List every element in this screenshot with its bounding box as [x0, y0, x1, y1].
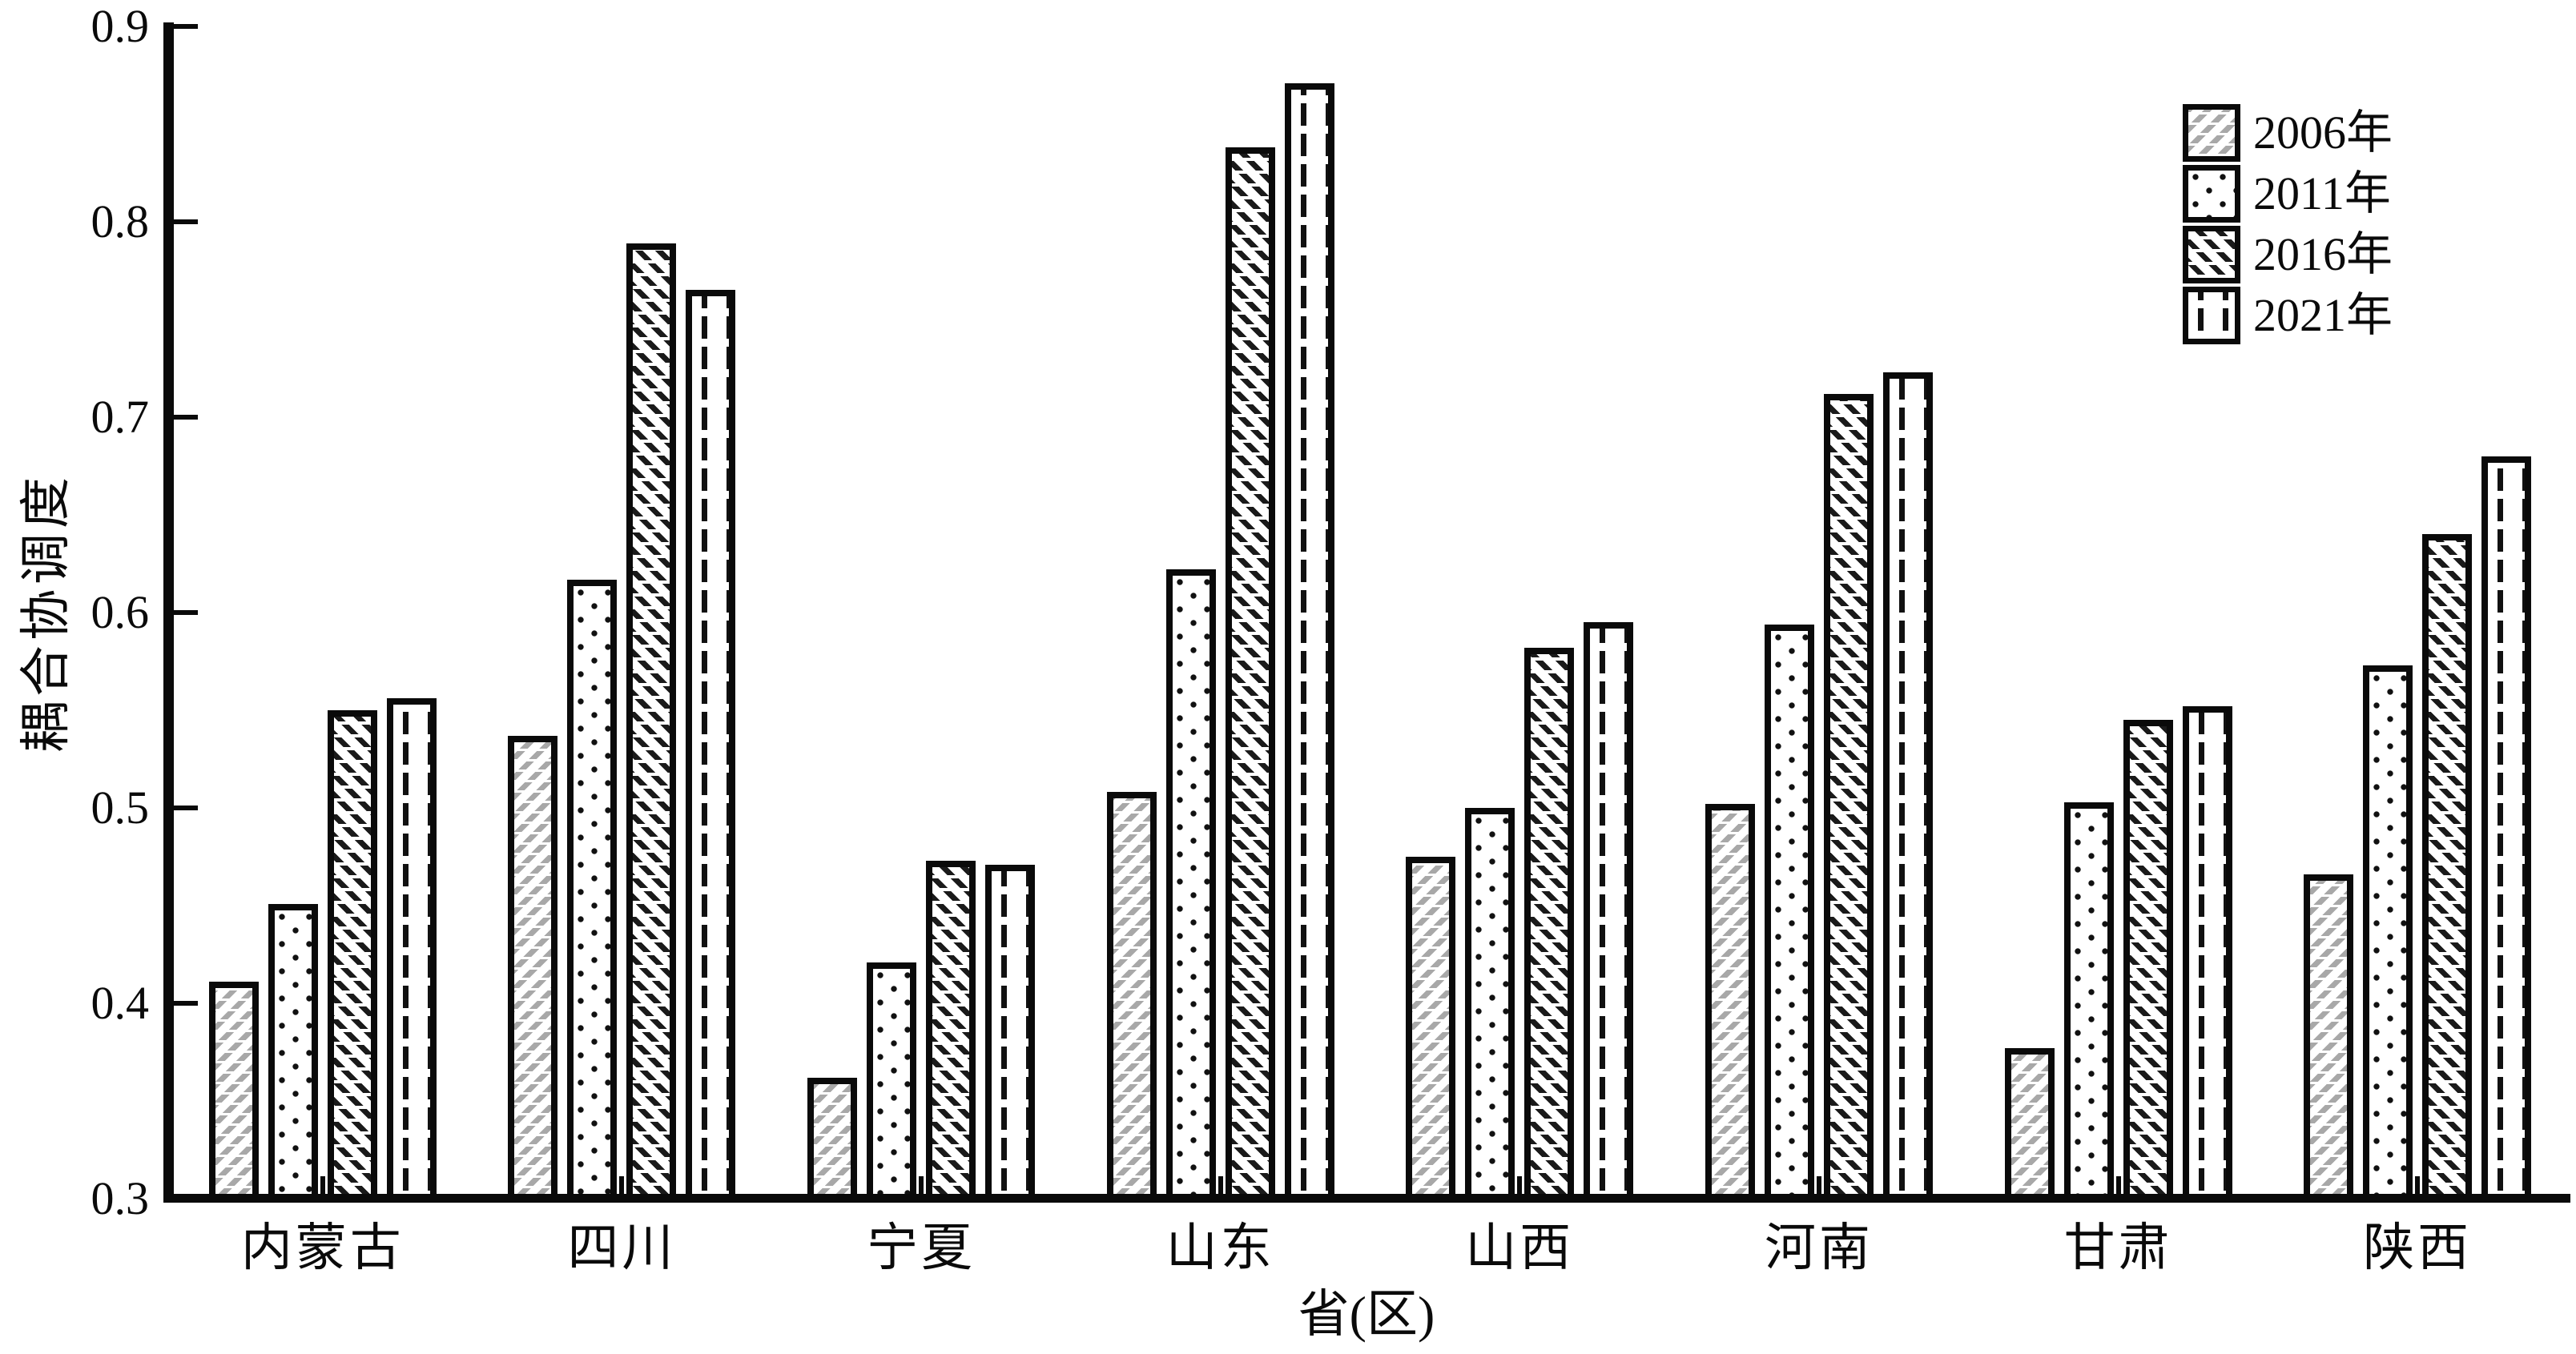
y-tick-label: 0.4	[91, 977, 150, 1029]
x-tick-label: 陕西	[2363, 1219, 2473, 1276]
bar-2021年-宁夏	[985, 864, 1036, 1199]
legend-item: 2006年	[2183, 102, 2393, 163]
bar-2011年-陕西	[2363, 665, 2413, 1199]
x-tick-mark	[919, 1176, 924, 1194]
legend-item: 2016年	[2183, 224, 2393, 285]
legend-swatch-black-dots	[2183, 165, 2240, 223]
x-tick-mark	[320, 1176, 325, 1194]
legend-label: 2006年	[2253, 106, 2393, 159]
legend-swatch-black-slash-dashed-hatch	[2183, 226, 2240, 283]
bar-2011年-内蒙古	[268, 903, 318, 1199]
bar-2021年-四川	[686, 290, 736, 1199]
x-tick-mark	[619, 1176, 625, 1194]
x-tick-label: 山西	[1465, 1219, 1575, 1276]
y-axis-line	[163, 22, 174, 1203]
bar-2011年-宁夏	[867, 962, 917, 1199]
x-tick-label: 宁夏	[867, 1219, 976, 1276]
y-tick-mark	[174, 610, 198, 615]
y-tick-mark	[174, 1001, 198, 1006]
bar-2021年-内蒙古	[386, 698, 437, 1199]
legend-label: 2021年	[2253, 289, 2393, 341]
y-tick-label: 0.8	[91, 195, 150, 247]
x-axis-line	[163, 1194, 2570, 1203]
bar-2011年-甘肃	[2063, 802, 2114, 1199]
bar-2016年-山东	[1225, 147, 1275, 1199]
bar-2016年-四川	[626, 243, 677, 1199]
y-tick-label: 0.3	[91, 1172, 150, 1224]
y-tick-label: 0.6	[91, 586, 150, 638]
x-tick-mark	[1816, 1176, 1821, 1194]
bar-2011年-四川	[567, 579, 618, 1199]
legend-swatch-black-vertical-dashed	[2183, 287, 2240, 344]
bar-2016年-河南	[1823, 393, 1874, 1199]
bar-2021年-河南	[1882, 372, 1933, 1199]
bar-2016年-内蒙古	[327, 710, 377, 1199]
y-tick-mark	[174, 219, 198, 224]
bar-2021年-山西	[1584, 622, 1634, 1199]
x-tick-label: 甘肃	[2063, 1219, 2173, 1276]
x-tick-mark	[2415, 1176, 2421, 1194]
x-tick-label: 山东	[1165, 1219, 1275, 1276]
x-tick-label: 四川	[567, 1219, 677, 1276]
bar-2016年-山西	[1524, 647, 1575, 1199]
y-tick-mark	[174, 415, 198, 420]
x-tick-label: 内蒙古	[240, 1219, 405, 1276]
bar-2006年-陕西	[2304, 874, 2354, 1199]
bar-2021年-山东	[1284, 82, 1334, 1199]
bar-2016年-宁夏	[926, 860, 976, 1199]
bar-2006年-山西	[1406, 857, 1456, 1199]
y-tick-label: 0.9	[91, 0, 150, 52]
y-tick-mark	[174, 806, 198, 810]
bar-2006年-甘肃	[2004, 1048, 2055, 1199]
bar-2006年-宁夏	[807, 1077, 858, 1199]
bar-2006年-山东	[1106, 792, 1157, 1199]
legend-label: 2011年	[2253, 167, 2391, 219]
bar-2011年-山东	[1165, 569, 1216, 1199]
x-tick-mark	[1517, 1176, 1523, 1194]
legend-swatch-gray-backslash-hatch	[2183, 104, 2240, 162]
y-axis-title: 耦合协调度	[18, 472, 74, 753]
y-tick-label: 0.7	[91, 391, 150, 443]
bar-2021年-甘肃	[2182, 706, 2232, 1199]
x-tick-label: 河南	[1764, 1219, 1874, 1276]
y-tick-label: 0.5	[91, 781, 150, 834]
x-axis-title: 省(区)	[1298, 1286, 1435, 1343]
x-tick-mark	[1218, 1176, 1223, 1194]
bar-2011年-山西	[1465, 808, 1515, 1199]
y-tick-mark	[174, 24, 198, 29]
legend-item: 2021年	[2183, 285, 2393, 346]
bar-2021年-陕西	[2481, 456, 2532, 1199]
legend: 2006年 2011年 2016年 2021年	[2183, 102, 2393, 346]
bar-2016年-陕西	[2422, 534, 2473, 1199]
bar-2016年-甘肃	[2123, 720, 2173, 1199]
bar-2006年-河南	[1705, 804, 1755, 1199]
legend-label: 2016年	[2253, 228, 2393, 280]
legend-item: 2011年	[2183, 163, 2393, 224]
bar-2011年-河南	[1764, 624, 1814, 1199]
bar-2006年-内蒙古	[208, 982, 259, 1199]
x-tick-mark	[2115, 1176, 2121, 1194]
bar-2006年-四川	[508, 735, 558, 1199]
